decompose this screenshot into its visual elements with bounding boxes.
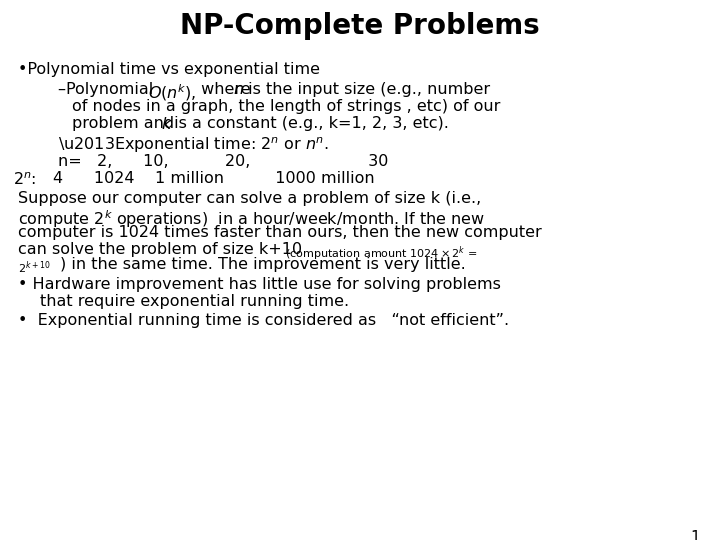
Text: that require exponential running time.: that require exponential running time.	[40, 294, 349, 309]
Text: $\mathit{O(n^k)},$: $\mathit{O(n^k)},$	[148, 82, 197, 103]
Text: $2^{k+10}$: $2^{k+10}$	[18, 259, 50, 275]
Text: problem and: problem and	[72, 116, 179, 131]
Text: $2^n$:: $2^n$:	[13, 171, 37, 187]
Text: NP-Complete Problems: NP-Complete Problems	[180, 12, 540, 40]
Text: is the input size (e.g., number: is the input size (e.g., number	[243, 82, 490, 97]
Text: of nodes in a graph, the length of strings , etc) of our: of nodes in a graph, the length of strin…	[72, 99, 500, 114]
Text: $\mathit{k}$: $\mathit{k}$	[161, 116, 173, 132]
Text: –Polynomial: –Polynomial	[58, 82, 158, 97]
Text: is a constant (e.g., k=1, 2, 3, etc).: is a constant (e.g., k=1, 2, 3, etc).	[169, 116, 449, 131]
Text: ) in the same time. The improvement is very little.: ) in the same time. The improvement is v…	[60, 257, 466, 272]
Text: $\mathit{n}$: $\mathit{n}$	[233, 82, 244, 97]
Text: computer is 1024 times faster than ours, then the new computer: computer is 1024 times faster than ours,…	[18, 225, 541, 240]
Text: 4      1024    1 million          1000 million: 4 1024 1 million 1000 million	[53, 171, 374, 186]
Text: can solve the problem of size k+10: can solve the problem of size k+10	[18, 242, 307, 257]
Text: \u2013Exponential time: $2^n$ or $n^n$.: \u2013Exponential time: $2^n$ or $n^n$.	[58, 135, 329, 154]
Text: •  Exponential running time is considered as   “not efficient”.: • Exponential running time is considered…	[18, 313, 509, 328]
Text: compute $2^k$ operations)  in a hour/week/month. If the new: compute $2^k$ operations) in a hour/week…	[18, 208, 485, 230]
Text: Suppose our computer can solve a problem of size k (i.e.,: Suppose our computer can solve a problem…	[18, 191, 481, 206]
Text: where: where	[196, 82, 256, 97]
Text: n=   2,      10,           20,                       30: n= 2, 10, 20, 30	[58, 154, 388, 169]
Text: •Polynomial time vs exponential time: •Polynomial time vs exponential time	[18, 62, 320, 77]
Text: • Hardware improvement has little use for solving problems: • Hardware improvement has little use fo…	[18, 277, 501, 292]
Text: 1: 1	[690, 530, 700, 540]
Text: (computation amount $1024\times 2^k$ =: (computation amount $1024\times 2^k$ =	[285, 244, 477, 262]
